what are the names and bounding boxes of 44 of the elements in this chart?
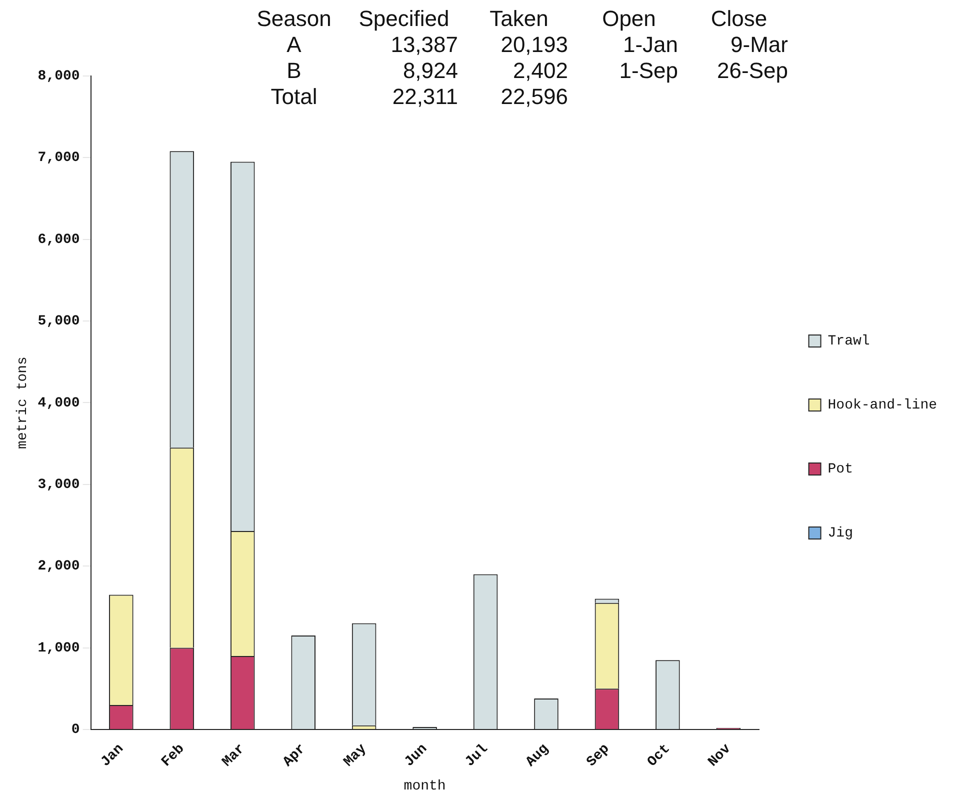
y-tick-label: 7,000 xyxy=(38,150,80,166)
x-tick-label: Nov xyxy=(705,740,735,770)
legend-label: Jig xyxy=(828,526,853,542)
text: Close xyxy=(710,6,768,32)
x-tick-label: Jul xyxy=(462,741,492,770)
annotation: 1-Sep xyxy=(618,58,679,84)
text: Specified xyxy=(358,6,450,32)
annotation: 22,596 xyxy=(500,84,569,110)
legend-label: Hook-and-line xyxy=(828,398,937,414)
x-tick-label: Apr xyxy=(280,741,310,770)
text: 20,193 xyxy=(500,32,569,58)
text: Open xyxy=(601,6,657,32)
x-tick-label: Feb xyxy=(158,741,188,770)
x-tick-label: Sep xyxy=(584,741,613,770)
x-tick-label: Jun xyxy=(402,741,431,770)
x-tick-label: Jan xyxy=(98,741,128,770)
annotation: B xyxy=(286,58,302,84)
x-tick-label: Oct xyxy=(644,741,674,770)
y-tick-label: 5,000 xyxy=(38,314,80,330)
annotation: 2,402 xyxy=(512,58,569,84)
y-tick-label: 0 xyxy=(71,722,80,738)
text: 1-Jan xyxy=(622,32,679,58)
text: 9-Mar xyxy=(730,32,789,58)
y-tick-label: 4,000 xyxy=(38,395,80,412)
annotation: 8,924 xyxy=(402,58,459,84)
x-axis-title: month xyxy=(404,778,446,794)
y-tick-label: 2,000 xyxy=(38,558,80,575)
annotation: 22,311 xyxy=(391,84,459,110)
text: Season xyxy=(256,6,332,32)
legend-label: Pot xyxy=(828,462,853,478)
annotation: Total xyxy=(270,84,318,110)
x-tick-label: Mar xyxy=(220,741,249,770)
y-tick-label: 8,000 xyxy=(38,68,80,85)
y-tick-label: 1,000 xyxy=(38,640,80,656)
y-tick-label: 3,000 xyxy=(38,476,80,493)
text: A xyxy=(286,32,302,58)
annotation: 26-Sep xyxy=(716,58,789,84)
legend-label: Trawl xyxy=(828,334,870,350)
x-tick-label: May xyxy=(340,740,371,770)
text: 13,387 xyxy=(390,32,459,58)
x-tick-label: Aug xyxy=(523,741,552,770)
text: Taken xyxy=(488,6,550,32)
y-axis-title: metric tons xyxy=(15,356,32,449)
y-tick-label: 6,000 xyxy=(38,232,80,248)
